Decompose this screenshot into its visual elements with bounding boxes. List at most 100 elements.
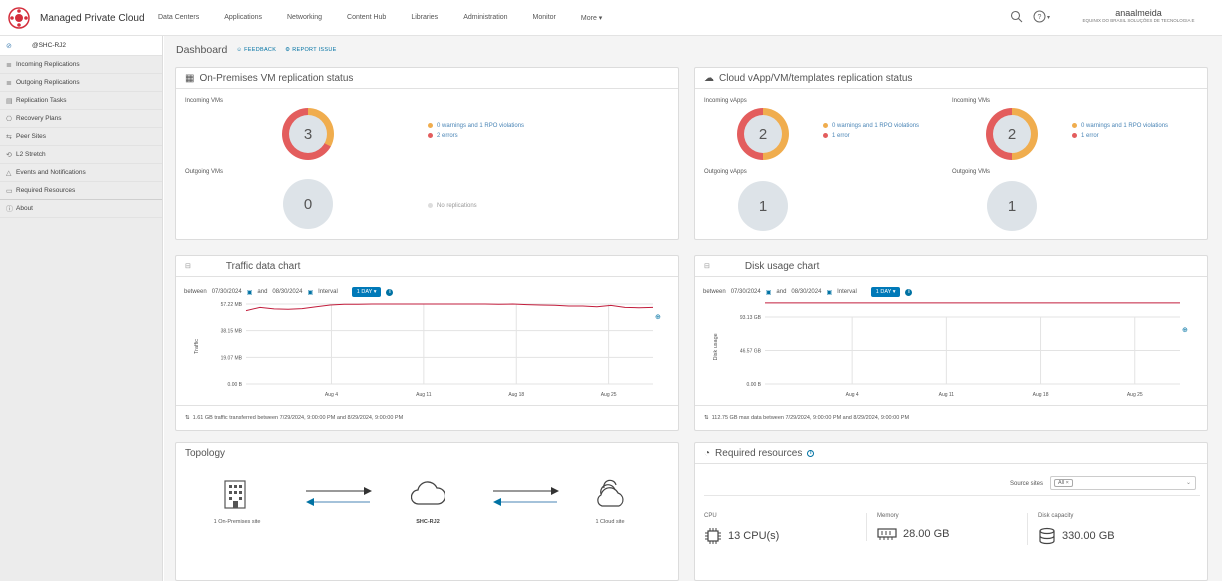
calendar-icon[interactable]: ▣	[765, 289, 772, 296]
calendar-icon[interactable]: ▣	[826, 289, 833, 296]
search-icon[interactable]	[1010, 10, 1023, 23]
card-header: ⊟ Traffic data chart	[176, 256, 678, 277]
source-chip[interactable]: All ×	[1054, 479, 1073, 487]
source-sites-select[interactable]: All × ⌄	[1050, 476, 1196, 490]
chart-icon: ⊟	[185, 263, 191, 270]
legend-warnings-label: 0 warnings and 1 RPO violations	[1081, 123, 1169, 129]
center-site-label: SHC-RJ2	[416, 519, 440, 525]
and-label: and	[776, 289, 787, 295]
cloud-vms-legend: 0 warnings and 1 RPO violations 1 error	[1072, 121, 1168, 141]
sidebar-item-required-resources[interactable]: ▭ Required Resources	[0, 182, 162, 200]
user-name: anaalmeida	[1115, 8, 1162, 18]
sidebar-item-l2-stretch[interactable]: ⟲ L2 Stretch	[0, 146, 162, 164]
cloud-icon	[411, 481, 445, 505]
topology-card: Topology 1 On-Premises site SHC-RJ2 1 Cl…	[175, 442, 679, 581]
nav-more[interactable]: More ▾	[580, 15, 603, 22]
brand-title[interactable]: Managed Private Cloud	[40, 13, 145, 24]
incoming-vapps-label: Incoming vApps	[704, 98, 747, 104]
legend-errors[interactable]: 2 errors	[428, 131, 524, 141]
from-date-input[interactable]: 07/30/2024	[211, 289, 242, 295]
incoming-vms-donut[interactable]: 3	[282, 108, 334, 160]
sidebar-item-replication-tasks[interactable]: ▤ Replication Tasks	[0, 92, 162, 110]
x-tick-label: Aug 25	[601, 392, 617, 398]
nav-monitor[interactable]: Monitor	[532, 14, 556, 21]
user-menu[interactable]: anaalmeida EQUINIX DO BRASIL SOLUÇÕES DE…	[1055, 8, 1222, 23]
nav-libraries[interactable]: Libraries	[411, 14, 439, 21]
incoming-vapps-donut[interactable]: 2	[737, 108, 789, 160]
sidebar-item-label: Events and Notifications	[16, 169, 86, 176]
to-date-input[interactable]: 08/30/2024	[791, 289, 822, 295]
nav-content-hub[interactable]: Content Hub	[347, 14, 387, 21]
card-title: Topology	[185, 448, 226, 459]
sidebar-site-label: @SHC-RJ2	[32, 42, 67, 49]
chevron-down-icon: ⌄	[1185, 480, 1191, 486]
between-label: between	[703, 289, 726, 295]
sidebar-item-outgoing-replications[interactable]: ≣ Outgoing Replications	[0, 74, 162, 92]
disk-value-row: 330.00 GB	[1038, 527, 1197, 545]
interval-dropdown[interactable]: 1 DAY ▾	[870, 287, 901, 297]
to-date-input[interactable]: 08/30/2024	[272, 289, 303, 295]
legend-warnings[interactable]: 0 warnings and 1 RPO violations	[1072, 121, 1168, 131]
help-icon[interactable]: ? ▾	[1033, 10, 1053, 23]
zoom-icon: ⊕	[1182, 327, 1188, 334]
x-tick-label: Aug 18	[1033, 392, 1049, 398]
stretch-icon: ⟲	[6, 151, 12, 159]
y-axis-label: Disk usage	[713, 333, 719, 360]
calendar-icon[interactable]: ▣	[307, 289, 314, 296]
sidebar-item-recovery-plans[interactable]: ⎔ Recovery Plans	[0, 110, 162, 128]
sidebar-item-label: Outgoing Replications	[16, 79, 80, 86]
resources-icon: ▭	[6, 187, 13, 195]
app-logo-icon[interactable]	[8, 7, 30, 29]
sidebar-site-selector[interactable]: ⊘ @SHC-RJ2	[0, 36, 162, 56]
nav-applications[interactable]: Applications	[224, 14, 262, 21]
sidebar-item-label: Peer Sites	[16, 133, 46, 140]
disk-capacity-label: Disk capacity	[1038, 513, 1074, 519]
legend-warnings[interactable]: 0 warnings and 1 RPO violations	[428, 121, 524, 131]
nav-administration[interactable]: Administration	[463, 14, 508, 21]
svg-text:?: ?	[1038, 14, 1042, 21]
x-tick-label: Aug 11	[939, 392, 955, 398]
legend-errors[interactable]: 1 error	[1072, 131, 1168, 141]
between-label: between	[184, 289, 207, 295]
transfer-icon: ⇅	[185, 415, 190, 421]
vapps-legend: 0 warnings and 1 RPO violations 1 error	[823, 121, 919, 141]
info-icon[interactable]: i	[386, 288, 394, 296]
report-issue-link[interactable]: ⚙ REPORT ISSUE	[285, 47, 337, 53]
list-icon: ≣	[6, 79, 12, 87]
sidebar-item-events[interactable]: △ Events and Notifications	[0, 164, 162, 182]
traffic-chart: 57.22 MB 38.15 MB 19.07 MB 0.00 B Aug 4 Aug 1…	[194, 302, 661, 398]
legend-warnings[interactable]: 0 warnings and 1 RPO violations	[823, 121, 919, 131]
incoming-vms-label: Incoming VMs	[185, 98, 224, 104]
interval-label: Interval	[318, 289, 338, 295]
traffic-chart-card: ⊟ Traffic data chart between 07/30/2024 ▣ …	[175, 255, 679, 431]
legend-errors[interactable]: 1 error	[823, 131, 919, 141]
from-date-input[interactable]: 07/30/2024	[730, 289, 761, 295]
card-header: ▦ On-Premises VM replication status	[176, 68, 678, 89]
info-icon[interactable]: i	[905, 288, 913, 296]
info-icon[interactable]: i	[807, 449, 815, 457]
disk-footer: ⇅ 112.75 GB max data between 7/29/2024, 9…	[695, 405, 1207, 430]
legend-warnings-label: 0 warnings and 1 RPO violations	[437, 123, 525, 129]
nav-data-centers[interactable]: Data Centers	[158, 14, 200, 21]
storage-icon: ⇅	[704, 415, 709, 421]
peer-icon: ⇆	[6, 133, 12, 141]
user-org: EQUINIX DO BRASIL SOLUÇÕES DE TECNOLOGIA…	[1082, 18, 1195, 23]
info-icon: ⓘ	[6, 205, 13, 213]
legend-errors-label: 1 error	[1081, 133, 1099, 139]
disk-chart-card: ⊟ Disk usage chart between 07/30/2024 ▣ an…	[694, 255, 1208, 431]
memory-value-row: 28.00 GB	[877, 527, 1036, 541]
feedback-link[interactable]: ☺ FEEDBACK	[236, 47, 277, 53]
sidebar-item-peer-sites[interactable]: ⇆ Peer Sites	[0, 128, 162, 146]
disk-footer-text: 112.75 GB max data between 7/29/2024, 9:…	[711, 415, 910, 421]
sidebar-item-about[interactable]: ⓘ About	[0, 200, 162, 218]
building-icon: ▦	[185, 72, 195, 84]
interval-dropdown[interactable]: 1 DAY ▾	[351, 287, 382, 297]
y-tick-label: 0.00 B	[747, 382, 762, 388]
gauge-icon: ◔	[704, 447, 711, 459]
incoming-vms-label: Incoming VMs	[952, 98, 991, 104]
sidebar-item-incoming-replications[interactable]: ≣ Incoming Replications	[0, 56, 162, 74]
calendar-icon[interactable]: ▣	[246, 289, 253, 296]
incoming-cloud-vms-donut[interactable]: 2	[986, 108, 1038, 160]
database-icon	[1039, 527, 1055, 545]
nav-networking[interactable]: Networking	[287, 14, 323, 21]
